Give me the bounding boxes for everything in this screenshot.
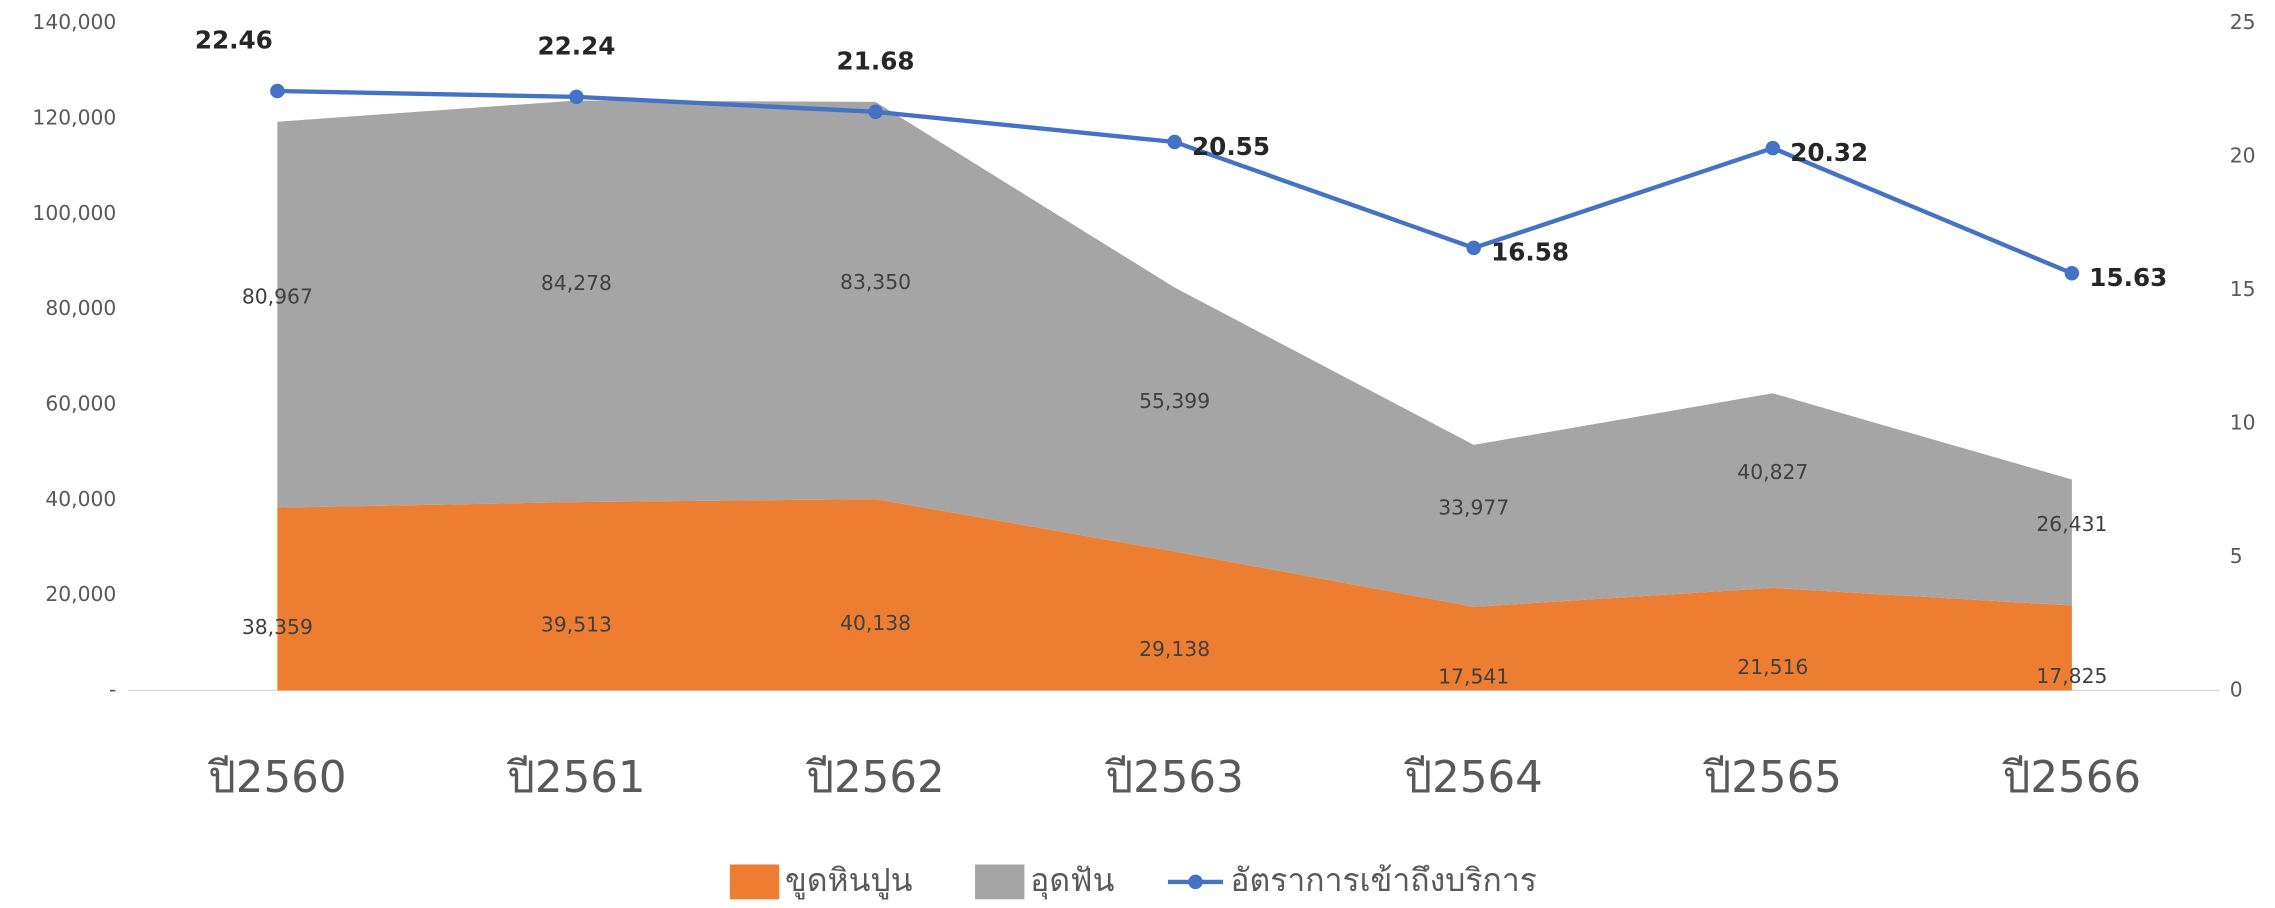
legend-label: อัตราการเข้าถึงบริการ: [1230, 861, 1537, 899]
y-tick-label: 100,000: [32, 201, 116, 225]
data-label: 15.63: [2089, 263, 2167, 292]
data-label: 22.46: [195, 26, 273, 55]
data-label: 40,827: [1737, 460, 1808, 484]
legend-label: ขูดหินปูน: [785, 861, 913, 900]
y-tick-label: 60,000: [45, 391, 116, 415]
data-label: 16.58: [1491, 238, 1569, 267]
x-tick-label: ปี2564: [1404, 753, 1543, 803]
legend-label: อุดฟัน: [1030, 861, 1114, 900]
x-tick-label: ปี2563: [1105, 753, 1244, 803]
data-label: 55,399: [1139, 389, 1210, 413]
x-tick-label: ปี2566: [2002, 753, 2141, 803]
y2-tick-label: 0: [2230, 677, 2243, 701]
data-label: 80,967: [242, 284, 313, 308]
line-point: [569, 89, 584, 105]
y-tick-label: 40,000: [45, 487, 116, 511]
area: [277, 499, 2072, 691]
area: [277, 100, 2072, 607]
y2-tick-label: 20: [2230, 144, 2256, 168]
data-label: 20.55: [1192, 132, 1270, 161]
line-point: [2064, 266, 2080, 281]
x-tick-label: ปี2560: [208, 753, 347, 803]
y-tick-label: 140,000: [32, 10, 116, 34]
data-label: 26,431: [2036, 512, 2107, 536]
data-label: 83,350: [840, 270, 911, 294]
legend-swatch: [975, 864, 1025, 900]
data-label: 38,359: [242, 615, 313, 639]
x-tick-label: ปี2565: [1703, 753, 1842, 803]
data-label: 33,977: [1438, 495, 1509, 519]
data-label: 22.24: [537, 32, 615, 61]
line-point: [1765, 140, 1781, 156]
data-label: 17,825: [2036, 664, 2107, 688]
y2-tick-label: 10: [2230, 411, 2256, 435]
line-point: [1466, 240, 1481, 256]
x-tick-label: ปี2561: [507, 753, 646, 803]
data-label: 40,138: [840, 611, 911, 635]
legend-swatch: [729, 864, 780, 900]
data-label: 84,278: [541, 271, 612, 295]
data-label: 20.32: [1790, 138, 1868, 167]
data-label: 17,541: [1438, 665, 1509, 689]
data-label: 29,138: [1139, 637, 1210, 661]
x-tick-label: ปี2562: [806, 753, 945, 803]
y2-tick-label: 15: [2230, 277, 2256, 301]
y-tick-label: -: [109, 677, 116, 701]
data-label: 21,516: [1737, 655, 1808, 679]
line-point: [868, 104, 883, 120]
data-label: 39,513: [541, 612, 612, 636]
y2-tick-label: 5: [2230, 544, 2243, 568]
y-tick-label: 120,000: [32, 106, 116, 130]
legend-swatch: [1188, 874, 1203, 890]
y2-tick-label: 25: [2230, 10, 2256, 34]
data-label: 21.68: [837, 46, 915, 75]
y-tick-label: 80,000: [45, 296, 116, 320]
line-point: [270, 83, 285, 99]
line-point: [1167, 134, 1182, 150]
y-tick-label: 20,000: [45, 582, 116, 606]
